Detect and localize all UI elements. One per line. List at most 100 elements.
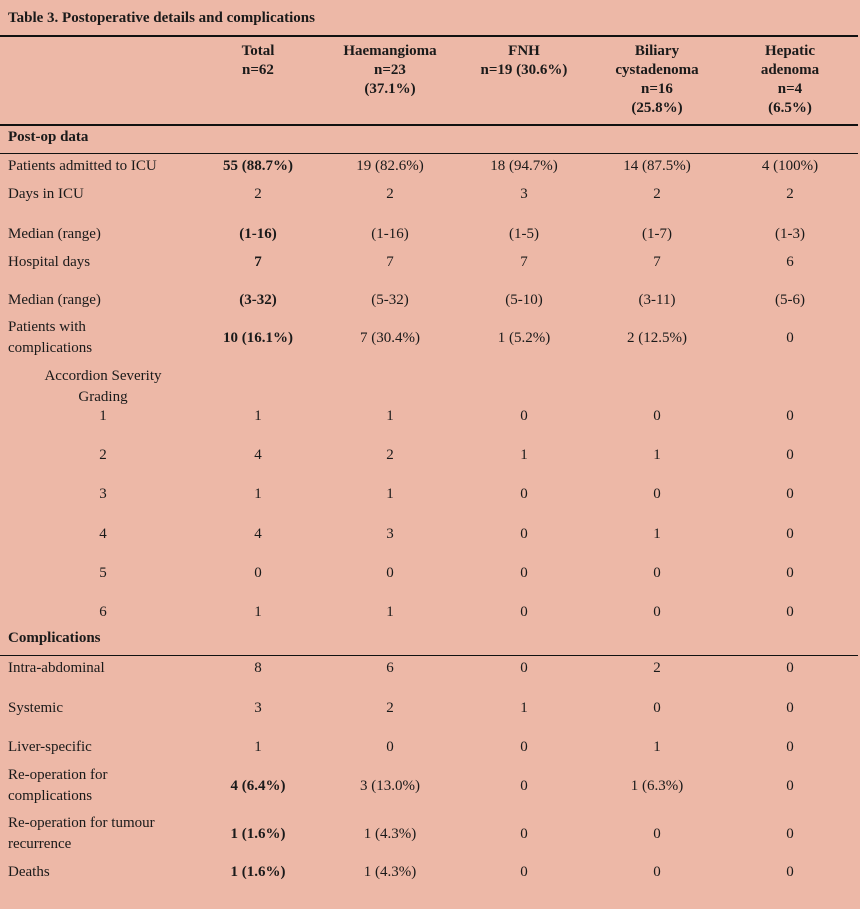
table-cell: 0 — [520, 738, 528, 755]
table-cell: 3 — [386, 525, 394, 542]
row-label: Median (range) — [8, 225, 101, 242]
row-label: 3 — [99, 485, 107, 502]
table-cell: 1 (1.6%) — [230, 825, 286, 842]
table-cell: 2 (12.5%) — [627, 329, 687, 346]
table-cell: 0 — [786, 738, 794, 755]
table-cell: 1 (6.3%) — [630, 777, 684, 794]
table-cell: 1 — [254, 407, 262, 424]
table-cell: 1 — [653, 738, 661, 755]
column-header-line: n=4 — [777, 81, 803, 97]
table-cell: 1 — [254, 485, 262, 502]
row-label: 4 — [99, 525, 107, 542]
table-cell: 0 — [786, 825, 794, 842]
row-label: 1 — [99, 407, 107, 424]
table-cell: 4 (100%) — [761, 157, 819, 174]
table-cell: (1-7) — [642, 225, 672, 242]
table-cell: 1 — [653, 446, 661, 463]
table-cell: 0 — [786, 659, 794, 676]
table-cell: 2 — [386, 699, 394, 716]
table-cell: 19 (82.6%) — [356, 157, 424, 174]
table-cell: (5-10) — [505, 291, 543, 308]
column-header-line: n=62 — [242, 62, 274, 78]
table-cell: 2 — [386, 446, 394, 463]
column-header-line: FNH — [508, 43, 540, 59]
column-header-line: Total — [241, 43, 275, 59]
section-rule — [0, 655, 858, 656]
table-cell: 0 — [786, 699, 794, 716]
table-cell: 1 (4.3%) — [363, 825, 417, 842]
table-cell: (5-6) — [775, 291, 805, 308]
table-cell: 0 — [786, 407, 794, 424]
row-label: Days in ICU — [8, 185, 84, 202]
table-cell: 0 — [386, 564, 394, 581]
table-cell: (5-32) — [371, 291, 409, 308]
row-label: 2 — [99, 446, 107, 463]
column-header-line: (37.1%) — [364, 81, 416, 97]
section-heading: Post-op data — [8, 129, 89, 145]
section-heading: Complications — [8, 630, 101, 646]
column-header-line: Hepatic — [765, 43, 815, 59]
table-cell: 1 — [254, 738, 262, 755]
table-cell: 1 (5.2%) — [497, 329, 551, 346]
table-cell: 0 — [786, 525, 794, 542]
row-label: 5 — [99, 564, 107, 581]
table-cell: 0 — [653, 603, 661, 620]
table-cell: 0 — [786, 485, 794, 502]
table-cell: 18 (94.7%) — [490, 157, 558, 174]
table-cell: 7 — [520, 253, 528, 270]
table-cell: 0 — [786, 329, 794, 346]
row-label: Re-operation for tumour recurrence — [8, 815, 155, 852]
table-cell: 14 (87.5%) — [623, 157, 691, 174]
row-label: Hospital days — [8, 253, 91, 270]
column-header: Haemangioma n=23 (37.1%) — [325, 42, 455, 99]
table-cell: 0 — [520, 603, 528, 620]
column-header-line: Haemangioma — [343, 43, 437, 59]
table-cell: 0 — [786, 603, 794, 620]
header-rule — [0, 124, 858, 126]
table-cell: 1 — [653, 525, 661, 542]
table-cell: 3 — [254, 699, 262, 716]
row-label: Deaths — [8, 863, 50, 880]
table-cell: (3-32) — [239, 291, 277, 308]
row-label: Patients with complications — [8, 319, 93, 356]
column-header-line: n=23 — [374, 62, 406, 78]
column-header: Biliary cystadenoma n=16 (25.8%) — [592, 42, 722, 118]
table-cell: (1-3) — [775, 225, 805, 242]
table-cell: 4 — [254, 446, 262, 463]
table-cell: 6 — [786, 253, 794, 270]
row-label: 6 — [99, 603, 107, 620]
table-cell: (1-16) — [371, 225, 409, 242]
table-cell: 2 — [653, 659, 661, 676]
table-cell: 0 — [386, 738, 394, 755]
table-cell: 7 — [254, 253, 262, 270]
column-header-line: adenoma — [760, 62, 820, 78]
table-cell: 0 — [653, 863, 661, 880]
column-header: Hepatic adenoma n=4 (6.5%) — [725, 42, 855, 118]
table-cell: 1 (1.6%) — [230, 863, 286, 880]
table-cell: 0 — [786, 564, 794, 581]
table-cell: 0 — [520, 777, 528, 794]
table-cell: (3-11) — [638, 291, 676, 308]
table-cell: 0 — [520, 659, 528, 676]
column-header: Total n=62 — [193, 42, 323, 80]
table-cell: 1 — [520, 699, 528, 716]
row-label: Patients admitted to ICU — [8, 157, 157, 174]
table-cell: 0 — [786, 446, 794, 463]
table-cell: 0 — [520, 863, 528, 880]
table-cell: 0 — [786, 777, 794, 794]
column-header-line: n=19 (30.6%) — [480, 62, 568, 78]
column-header-line: cystadenoma — [615, 62, 699, 78]
row-label: Accordion Severity Grading — [44, 368, 162, 405]
table-cell: 0 — [653, 699, 661, 716]
table-cell: 7 (30.4%) — [360, 329, 420, 346]
table-cell: 1 — [386, 407, 394, 424]
title-rule — [0, 35, 858, 37]
column-header-line: (6.5%) — [768, 100, 812, 116]
table-cell: 0 — [520, 564, 528, 581]
table-cell: 0 — [520, 407, 528, 424]
table-cell: 0 — [653, 407, 661, 424]
table-cell: 0 — [520, 485, 528, 502]
table-cell: 3 (13.0%) — [360, 777, 420, 794]
table-cell: 4 (6.4%) — [230, 777, 286, 794]
table-cell: 8 — [254, 659, 262, 676]
